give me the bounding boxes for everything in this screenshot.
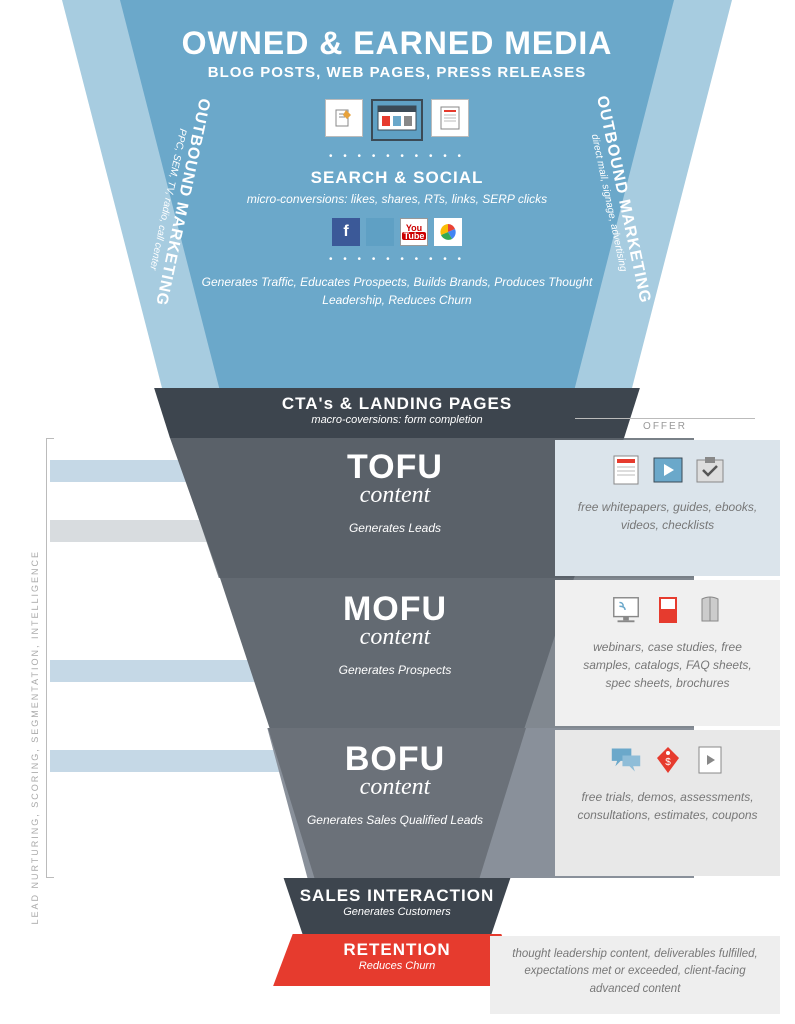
left-vertical-label: LEAD NURTURING, SCORING, SEGMENTATION, I… bbox=[30, 550, 40, 925]
price-tag-icon: $ bbox=[652, 744, 684, 776]
sales-sub: Generates Customers bbox=[262, 906, 532, 918]
document-pencil-icon bbox=[325, 99, 363, 137]
offer-tofu: free whitepapers, guides, ebooks, videos… bbox=[555, 440, 780, 576]
catalog-icon bbox=[652, 594, 684, 626]
main-subtitle: BLOG POSTS, WEB PAGES, PRESS RELEASES bbox=[172, 64, 622, 81]
offer-mofu-icons bbox=[555, 580, 780, 626]
offer-bofu: $ free trials, demos, assessments, consu… bbox=[555, 730, 780, 876]
divider-dots-2: • • • • • • • • • • bbox=[172, 254, 622, 265]
offer-retention-text: thought leadership content, deliverables… bbox=[490, 936, 780, 1008]
whitepaper-icon bbox=[610, 454, 642, 486]
browser-icon bbox=[371, 99, 423, 141]
youtube-icon: YouTube bbox=[400, 218, 428, 246]
offer-bofu-text: free trials, demos, assessments, consult… bbox=[555, 776, 780, 824]
svg-text:$: $ bbox=[665, 757, 671, 768]
mofu-desc: Generates Prospects bbox=[305, 663, 485, 677]
marketing-funnel: OUTBOUND MARKETING PPC, SEM, TV, radio, … bbox=[0, 0, 795, 1024]
google-icon bbox=[434, 218, 462, 246]
left-bracket bbox=[46, 438, 54, 878]
tofu-stripe-blue bbox=[50, 460, 200, 482]
sales-title: SALES INTERACTION bbox=[262, 886, 532, 906]
video-icon bbox=[652, 454, 684, 486]
offer-tofu-text: free whitepapers, guides, ebooks, videos… bbox=[555, 486, 780, 534]
social-icon-row: f YouTube bbox=[172, 218, 622, 246]
tofu-tagline: content bbox=[305, 482, 485, 509]
bofu-tagline: content bbox=[305, 774, 485, 801]
mofu-tagline: content bbox=[305, 624, 485, 651]
play-doc-icon bbox=[694, 744, 726, 776]
search-social-sub: micro-conversions: likes, shares, RTs, l… bbox=[172, 192, 622, 206]
offer-mofu: webinars, case studies, free samples, ca… bbox=[555, 580, 780, 726]
mofu-stripe bbox=[50, 660, 280, 682]
bofu-title: BOFU bbox=[305, 742, 485, 776]
mofu-title: MOFU bbox=[305, 592, 485, 626]
bofu-desc: Generates Sales Qualified Leads bbox=[305, 813, 485, 827]
search-social-heading: SEARCH & SOCIAL bbox=[172, 168, 622, 188]
main-title: OWNED & EARNED MEDIA bbox=[172, 25, 622, 62]
document-lines-icon bbox=[431, 99, 469, 137]
facebook-icon: f bbox=[332, 218, 360, 246]
divider-dots: • • • • • • • • • • bbox=[172, 151, 622, 162]
media-icon-row bbox=[172, 99, 622, 141]
tofu-stage: TOFU content Generates Leads bbox=[305, 450, 485, 535]
owned-earned-section: OUTBOUND MARKETING PPC, SEM, TV, radio, … bbox=[62, 0, 732, 390]
offer-retention: thought leadership content, deliverables… bbox=[490, 936, 780, 1014]
tofu-desc: Generates Leads bbox=[305, 521, 485, 535]
offer-tofu-icons bbox=[555, 440, 780, 486]
webinar-icon bbox=[610, 594, 642, 626]
checklist-icon bbox=[694, 454, 726, 486]
bofu-stage: BOFU content Generates Sales Qualified L… bbox=[305, 742, 485, 827]
offer-column-label: OFFER bbox=[575, 418, 755, 432]
chat-icon bbox=[610, 744, 642, 776]
cta-title: CTA's & LANDING PAGES bbox=[133, 394, 661, 414]
mofu-stage: MOFU content Generates Prospects bbox=[305, 592, 485, 677]
offer-bofu-icons: $ bbox=[555, 730, 780, 776]
twitter-icon bbox=[366, 218, 394, 246]
offer-mofu-text: webinars, case studies, free samples, ca… bbox=[555, 626, 780, 692]
generates-text: Generates Traffic, Educates Prospects, B… bbox=[172, 273, 622, 309]
tofu-title: TOFU bbox=[305, 450, 485, 484]
top-content: OWNED & EARNED MEDIA BLOG POSTS, WEB PAG… bbox=[172, 25, 622, 309]
tofu-stripe-gray bbox=[50, 520, 220, 542]
book-icon bbox=[694, 594, 726, 626]
sales-interaction-bar: SALES INTERACTION Generates Customers bbox=[262, 878, 532, 934]
